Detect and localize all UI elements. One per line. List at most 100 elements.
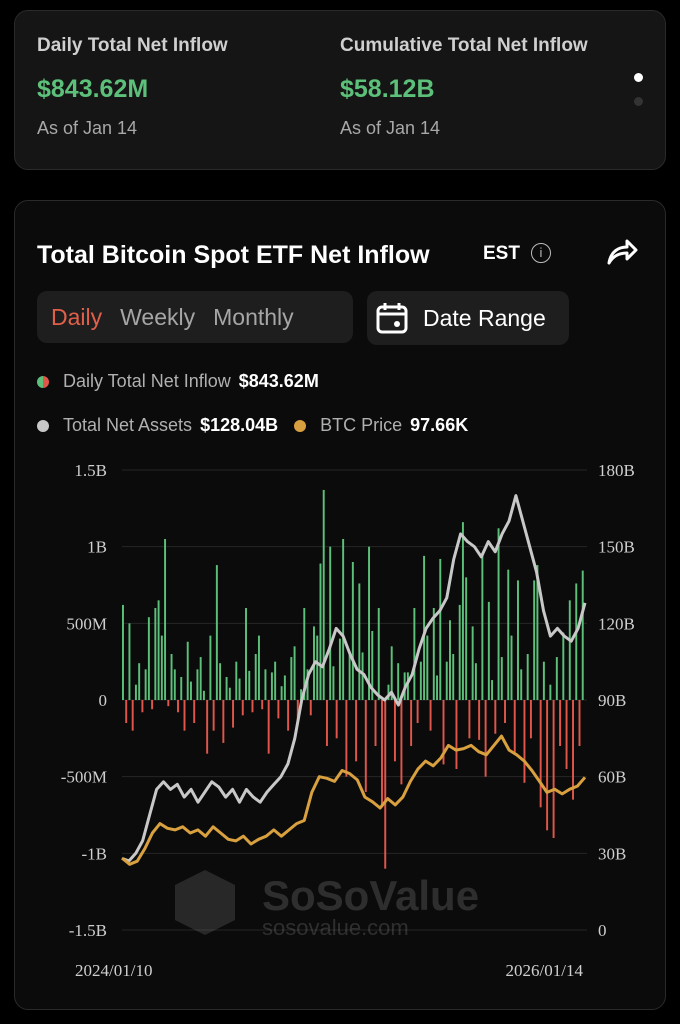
right-axis-tick: 0 — [598, 921, 607, 940]
watermark-site: sosovalue.com — [262, 915, 409, 940]
inflow-bar — [122, 604, 124, 700]
inflow-bar — [432, 608, 435, 700]
inflow-bar — [406, 672, 409, 700]
right-axis-tick: 60B — [598, 768, 626, 787]
inflow-bar — [134, 684, 137, 700]
inflow-bar — [371, 631, 374, 700]
legend-btc-marker[interactable] — [294, 419, 307, 432]
inflow-bar — [504, 700, 506, 723]
inflow-bar — [410, 700, 413, 746]
inflow-bar — [565, 700, 568, 769]
inflow-bar — [228, 687, 231, 700]
tab-weekly[interactable]: Weekly — [120, 303, 196, 330]
inflow-bar — [345, 700, 348, 777]
inflow-bar — [189, 681, 192, 700]
inflow-bar — [342, 539, 345, 700]
inflow-bar — [238, 678, 241, 700]
inflow-bar — [449, 620, 451, 700]
inflow-bar — [319, 563, 322, 700]
inflow-bar — [338, 638, 341, 700]
inflow-bar — [520, 669, 523, 700]
right-axis-tick: 30B — [598, 844, 626, 863]
inflow-bar — [562, 632, 565, 700]
inflow-bar — [287, 700, 290, 731]
total-net-assets-line — [121, 494, 587, 863]
inflow-bar — [177, 700, 179, 713]
legend-assets-label[interactable]: Total Net Assets — [63, 415, 193, 435]
summary-card: Daily Total Net Inflow $843.62M As of Ja… — [14, 10, 666, 170]
inflow-bar — [283, 675, 286, 700]
inflow-bar — [215, 565, 218, 700]
inflow-bar — [468, 700, 471, 739]
inflow-bar — [241, 700, 244, 716]
inflow-bar — [280, 686, 283, 700]
left-axis-tick: -1.5B — [69, 921, 107, 940]
legend-btc-label[interactable]: BTC Price — [320, 415, 403, 435]
pager-dot-active[interactable] — [634, 73, 643, 82]
inflow-bar — [559, 700, 562, 746]
inflow-bar — [325, 700, 328, 746]
inflow-bar — [397, 663, 400, 700]
x-axis-end: 2026/01/14 — [506, 961, 584, 980]
inflow-bar — [141, 700, 144, 713]
inflow-bar — [419, 661, 422, 700]
right-axis-tick: 150B — [598, 538, 635, 557]
inflow-bar — [568, 600, 571, 700]
inflow-bar — [147, 617, 150, 700]
right-axis-tick: 120B — [598, 614, 635, 633]
inflow-bar — [277, 700, 280, 719]
inflow-bar — [581, 570, 584, 700]
inflow-bar — [267, 700, 270, 754]
share-icon[interactable] — [605, 237, 639, 267]
inflow-bar — [481, 554, 484, 700]
period-tabs: Daily Weekly Monthly — [37, 291, 353, 343]
inflow-bar — [261, 700, 264, 710]
pager-dot[interactable] — [634, 97, 643, 106]
cumulative-inflow-value: $58.12B — [340, 75, 435, 103]
inflow-bar — [329, 546, 332, 700]
inflow-bar — [381, 700, 383, 808]
inflow-bar — [209, 635, 212, 700]
tab-monthly[interactable]: Monthly — [213, 303, 294, 330]
inflow-bar — [296, 700, 299, 723]
inflow-bar — [322, 489, 325, 700]
inflow-bar — [478, 700, 481, 740]
left-axis-tick: 1B — [87, 538, 107, 557]
inflow-bar — [439, 558, 442, 700]
inflow-bar — [455, 700, 458, 769]
cumulative-inflow-stat: Cumulative Total Net Inflow $58.12B As o… — [340, 35, 588, 139]
inflow-bar — [533, 580, 536, 700]
inflow-bar — [436, 675, 439, 700]
inflow-bar — [151, 700, 154, 710]
watermark-brand: SoSoValue — [262, 872, 479, 919]
info-icon[interactable]: i — [531, 243, 551, 263]
inflow-bar — [348, 654, 351, 700]
tab-daily[interactable]: Daily — [51, 303, 103, 330]
legend-inflow-label: Daily Total Net Inflow — [63, 371, 231, 391]
inflow-bar — [219, 663, 222, 700]
inflow-bar — [232, 700, 235, 728]
inflow-bar — [180, 677, 183, 700]
inflow-bar — [199, 657, 202, 700]
inflow-bar — [377, 608, 380, 700]
inflow-bar — [578, 700, 581, 746]
inflow-bar — [157, 600, 160, 700]
inflow-bar — [517, 580, 519, 700]
date-range-button[interactable]: Date Range — [367, 291, 569, 345]
legend-inflow[interactable]: Daily Total Net Inflow $843.62M — [37, 371, 319, 392]
watermark-logo-icon — [175, 870, 235, 935]
inflow-bar — [332, 666, 335, 700]
daily-inflow-stat: Daily Total Net Inflow $843.62M As of Ja… — [37, 35, 228, 139]
inflow-bar — [300, 689, 303, 700]
legend-assets-marker[interactable] — [37, 419, 49, 432]
inflow-bar — [128, 623, 131, 700]
inflow-bar — [264, 669, 267, 700]
inflow-bar — [358, 583, 361, 700]
inflow-bar — [393, 700, 396, 762]
inflow-bar — [458, 604, 461, 700]
inflow-bar — [461, 522, 464, 700]
inflow-bar — [355, 700, 358, 762]
inflow-bar — [303, 608, 306, 700]
daily-inflow-asof: As of Jan 14 — [37, 118, 138, 138]
